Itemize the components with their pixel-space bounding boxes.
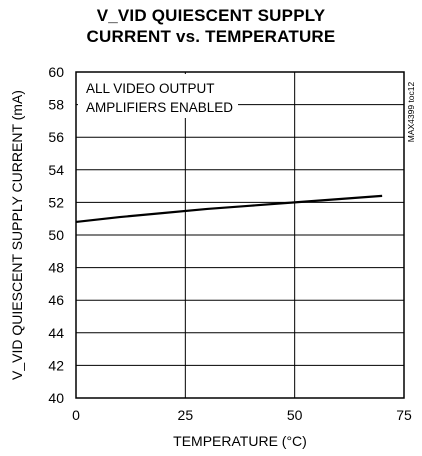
y-tick-label: 50 <box>48 227 64 243</box>
y-axis-label: V_VID QUIESCENT SUPPLY CURRENT (mA) <box>9 90 25 380</box>
plot-frame <box>75 71 405 399</box>
x-tick-label: 50 <box>287 407 303 423</box>
series-line <box>75 194 383 224</box>
y-tick-label: 56 <box>48 129 64 145</box>
annotation-box: ALL VIDEO OUTPUT AMPLIFIERS ENABLED <box>78 74 238 118</box>
annotation-line-2: AMPLIFIERS ENABLED <box>86 100 233 115</box>
y-tick-label: 48 <box>48 260 64 276</box>
x-tick-label: 75 <box>396 407 412 423</box>
grid-lines <box>76 72 404 398</box>
y-tick-label: 60 <box>48 64 64 80</box>
annotation-line-1: ALL VIDEO OUTPUT <box>86 81 215 96</box>
y-tick-label: 58 <box>48 97 64 113</box>
annotation-background <box>78 74 238 118</box>
y-tick-label: 54 <box>48 162 64 178</box>
y-tick-labels: 40 42 44 46 48 50 52 54 56 58 60 <box>48 64 64 406</box>
y-tick-label: 40 <box>48 390 64 406</box>
y-tick-label: 44 <box>48 325 64 341</box>
x-tick-label: 0 <box>72 407 80 423</box>
chart-title-line-1: V_VID QUIESCENT SUPPLY <box>96 6 326 25</box>
x-tick-labels: 0 25 50 75 <box>72 407 412 423</box>
y-tick-label: 46 <box>48 292 64 308</box>
y-tick-label: 52 <box>48 194 64 210</box>
y-tick-label: 42 <box>48 357 64 373</box>
series-layer <box>75 194 383 224</box>
x-tick-label: 25 <box>178 407 194 423</box>
x-axis-label: TEMPERATURE (°C) <box>173 433 307 449</box>
figure-id-label: MAX4399 toc12 <box>406 81 416 142</box>
chart-title-line-2: CURRENT vs. TEMPERATURE <box>86 27 336 46</box>
